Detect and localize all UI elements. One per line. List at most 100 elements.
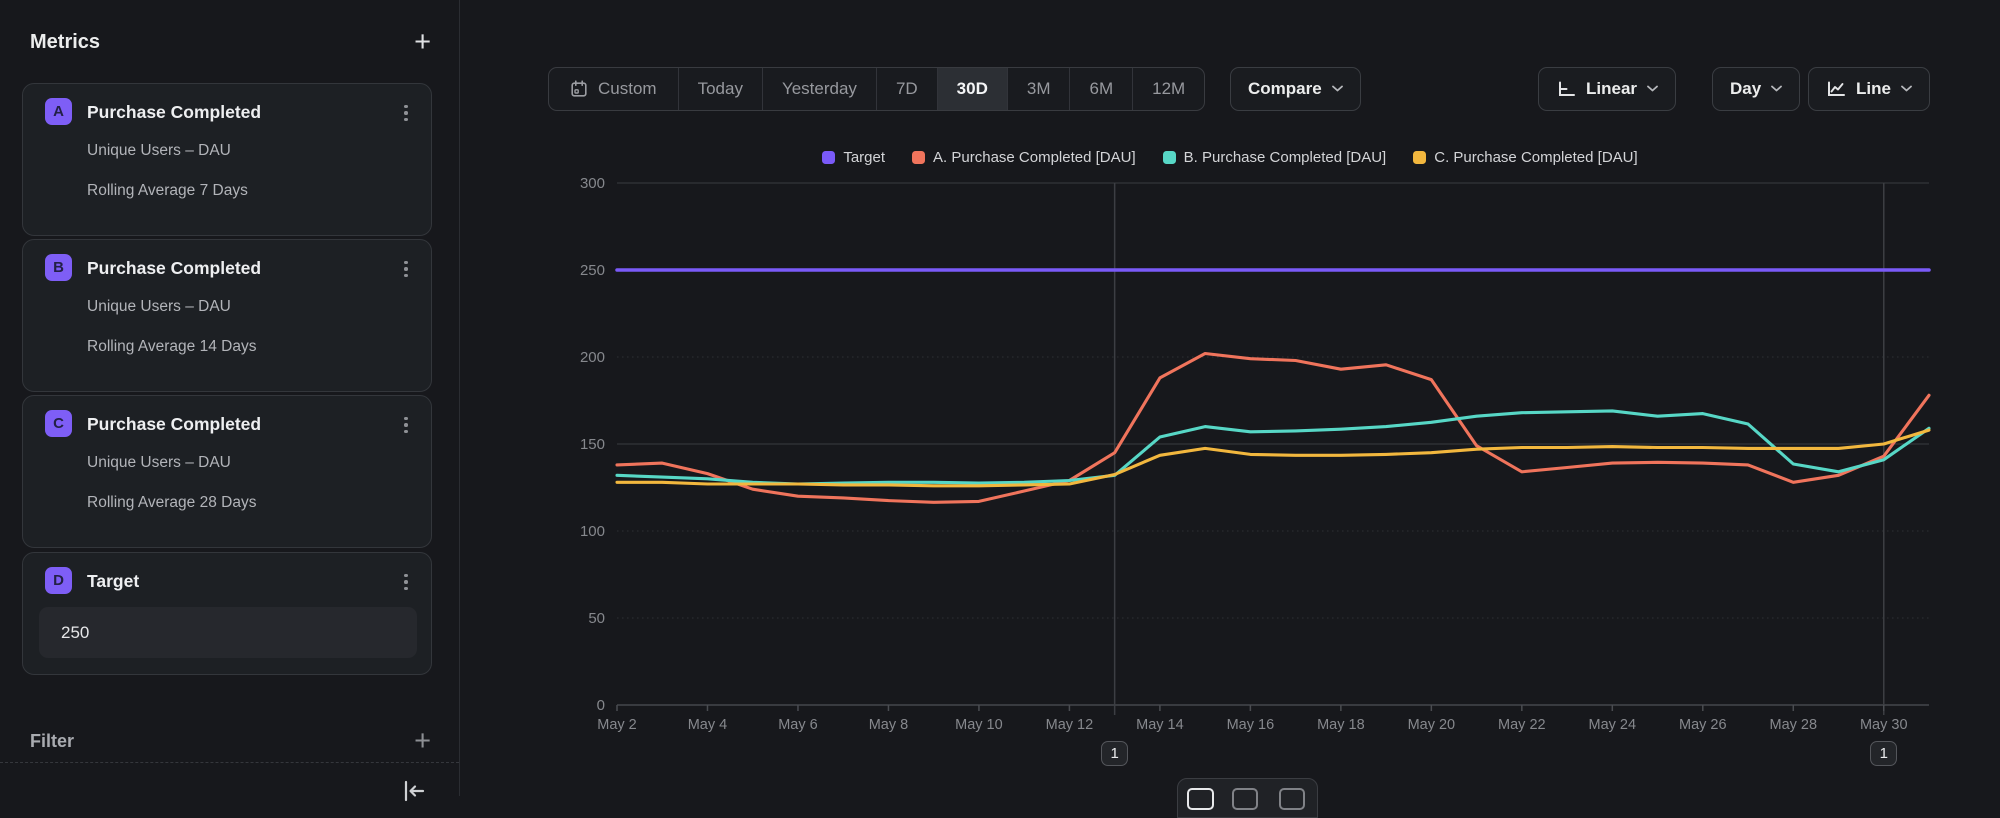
legend-label: C. Purchase Completed [DAU] — [1434, 149, 1638, 166]
add-filter-button[interactable]: + — [414, 725, 431, 757]
metric-title: Purchase Completed — [87, 258, 262, 278]
chart-type-button[interactable]: Line — [1808, 67, 1930, 111]
legend-item[interactable]: A. Purchase Completed [DAU] — [912, 149, 1136, 166]
x-axis-label: May 10 — [955, 717, 1003, 733]
scale-button[interactable]: Linear — [1538, 67, 1677, 111]
range-label: Yesterday — [781, 79, 857, 98]
range-3m[interactable]: 3M — [1006, 68, 1070, 110]
y-axis-label: 100 — [580, 523, 605, 540]
metrics-sidebar: Metrics + A Purchase Completed Unique Us… — [0, 0, 460, 802]
metric-card-b[interactable]: B Purchase Completed Unique Users – DAU … — [22, 239, 432, 392]
legend-swatch — [822, 151, 836, 164]
filter-title: Filter — [30, 730, 75, 751]
legend-swatch — [1413, 151, 1427, 164]
range-7d[interactable]: 7D — [875, 68, 937, 110]
annotation-badge[interactable]: 1 — [1101, 741, 1129, 766]
metric-transform[interactable]: Rolling Average 7 Days — [87, 182, 248, 199]
panel-half-icon[interactable] — [1232, 788, 1258, 810]
legend-swatch — [912, 151, 926, 164]
calendar-icon — [571, 80, 587, 97]
chevron-down-icon — [1331, 85, 1343, 92]
range-custom[interactable]: Custom — [549, 68, 678, 110]
range-label: 30D — [956, 79, 988, 98]
metric-card-c[interactable]: C Purchase Completed Unique Users – DAU … — [22, 395, 432, 548]
range-label: 12M — [1152, 79, 1186, 98]
x-axis-label: May 14 — [1136, 717, 1184, 733]
sidebar-divider — [0, 762, 459, 763]
linear-scale-icon — [1559, 81, 1575, 96]
scale-label: Linear — [1586, 79, 1638, 98]
metric-badge-a: A — [45, 98, 72, 125]
series-line-a-purchase-completed-dau — [615, 351, 1931, 504]
metric-badge-d: D — [45, 567, 72, 594]
x-axis-label: May 18 — [1317, 717, 1365, 733]
range-label: 3M — [1026, 79, 1051, 98]
target-title: Target — [87, 571, 140, 591]
more-options-icon[interactable] — [393, 568, 419, 596]
more-options-icon[interactable] — [393, 411, 419, 439]
range-label: Custom — [598, 79, 657, 98]
line-chart-icon — [1828, 81, 1845, 96]
metric-card-a[interactable]: A Purchase Completed Unique Users – DAU … — [22, 83, 432, 236]
x-axis-label: May 4 — [688, 717, 728, 733]
range-6m[interactable]: 6M — [1069, 68, 1132, 110]
target-value-input[interactable]: 250 — [39, 607, 417, 658]
metric-title: Purchase Completed — [87, 102, 262, 122]
metric-measure[interactable]: Unique Users – DAU — [87, 298, 231, 315]
x-axis-label: May 24 — [1589, 717, 1637, 733]
panel-full-icon[interactable] — [1187, 788, 1214, 810]
more-options-icon[interactable] — [393, 99, 419, 127]
more-options-icon[interactable] — [393, 255, 419, 283]
y-axis-label: 50 — [588, 610, 605, 627]
metric-measure[interactable]: Unique Users – DAU — [87, 454, 231, 471]
line-chart[interactable]: 0 50 100 150 200 250 300 May 2 May 4 May 6 May 8 Ma… — [460, 130, 2000, 796]
metrics-header: Metrics + — [30, 24, 431, 60]
add-metric-button[interactable]: + — [414, 26, 431, 58]
annotation-badge[interactable]: 1 — [1870, 741, 1898, 766]
x-axis-label: May 2 — [597, 717, 637, 733]
x-axis-label: May 8 — [869, 717, 909, 733]
compare-button[interactable]: Compare — [1230, 67, 1361, 111]
legend-label: B. Purchase Completed [DAU] — [1183, 149, 1387, 166]
legend-label: A. Purchase Completed [DAU] — [933, 149, 1136, 166]
x-axis-label: May 28 — [1769, 717, 1817, 733]
legend-item[interactable]: B. Purchase Completed [DAU] — [1162, 149, 1387, 166]
metric-transform[interactable]: Rolling Average 14 Days — [87, 338, 257, 355]
y-axis-label: 0 — [597, 697, 605, 714]
chart-legend: Target A. Purchase Completed [DAU] B. Purc… — [460, 149, 2000, 166]
y-axis-label: 150 — [580, 436, 605, 453]
x-axis-label: May 12 — [1046, 717, 1094, 733]
metric-transform[interactable]: Rolling Average 28 Days — [87, 494, 257, 511]
range-label: Today — [697, 79, 743, 98]
x-axis-label: May 22 — [1498, 717, 1546, 733]
y-axis-label: 200 — [580, 349, 605, 366]
x-axis-label: May 20 — [1408, 717, 1456, 733]
range-today[interactable]: Today — [677, 68, 762, 110]
interval-label: Day — [1730, 79, 1762, 98]
legend-item[interactable]: Target — [822, 149, 885, 166]
chart-type-label: Line — [1856, 79, 1891, 98]
range-yesterday[interactable]: Yesterday — [761, 68, 876, 110]
range-label: 6M — [1089, 79, 1114, 98]
x-axis-label: May 30 — [1860, 717, 1908, 733]
interval-button[interactable]: Day — [1712, 67, 1801, 111]
chevron-down-icon — [1771, 85, 1783, 92]
chevron-down-icon — [1647, 85, 1658, 92]
metric-measure[interactable]: Unique Users – DAU — [87, 142, 231, 159]
legend-item[interactable]: C. Purchase Completed [DAU] — [1413, 149, 1638, 166]
collapse-sidebar-icon[interactable] — [400, 778, 428, 806]
range-12m[interactable]: 12M — [1132, 68, 1204, 110]
range-30d[interactable]: 30D — [936, 68, 1007, 110]
range-label: 7D — [895, 79, 918, 98]
panel-third-icon[interactable] — [1279, 788, 1305, 810]
x-axis-label: May 6 — [778, 717, 818, 733]
metric-card-target[interactable]: D Target 250 — [22, 552, 432, 675]
metrics-title: Metrics — [30, 30, 101, 53]
filter-section: Filter + — [30, 724, 431, 758]
metric-badge-c: C — [45, 410, 72, 437]
x-axis-label: May 26 — [1679, 717, 1727, 733]
legend-swatch — [1162, 151, 1176, 164]
y-axis-label: 300 — [580, 175, 605, 192]
metric-title: Purchase Completed — [87, 414, 262, 434]
y-axis-label: 250 — [580, 262, 605, 279]
